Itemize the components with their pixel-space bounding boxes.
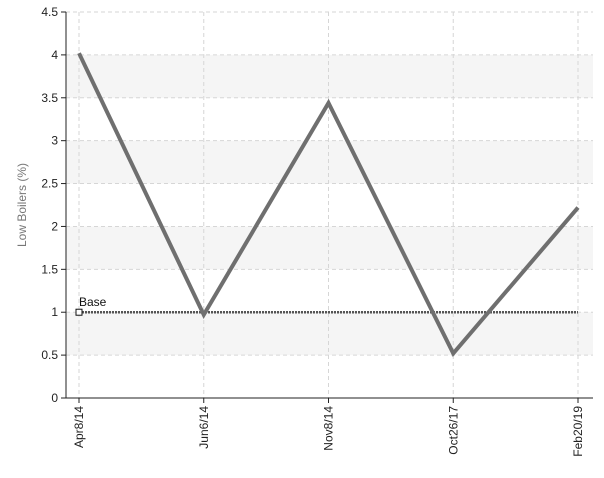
grid-band — [66, 54, 593, 98]
base-marker — [75, 308, 83, 316]
axes — [65, 12, 593, 399]
x-tick-label: Oct26/17 — [446, 406, 460, 455]
axis-labels: 0 0.5 1 1.5 2 2.5 3 3.5 4 4.5 Apr8/14 Jun6/14 Nov8/1… — [41, 5, 585, 457]
y-axis-title: Low Boilers (%) — [15, 163, 29, 247]
y-tick-label: 0.5 — [41, 348, 58, 362]
y-tick-label: 4 — [51, 48, 58, 62]
x-tick-label: Nov8/14 — [322, 406, 336, 451]
reference-line-group: Base — [75, 295, 578, 316]
grid-band — [66, 140, 593, 184]
y-tick-label: 2.5 — [41, 177, 58, 191]
tick-marks — [61, 11, 579, 403]
x-tick-label: Apr8/14 — [72, 406, 86, 448]
y-tick-label: 3.5 — [41, 91, 58, 105]
series-group — [77, 52, 580, 357]
x-tick-label: Jun6/14 — [197, 406, 211, 449]
base-reference-label: Base — [79, 295, 107, 309]
series-line — [77, 52, 580, 357]
y-tick-label: 3 — [51, 134, 58, 148]
grid-lines — [66, 11, 593, 398]
y-tick-label: 4.5 — [41, 5, 58, 19]
x-tick-label: Feb20/19 — [571, 406, 585, 457]
y-tick-label: 1 — [51, 305, 58, 319]
y-tick-label: 1.5 — [41, 262, 58, 276]
grid-band — [66, 312, 593, 356]
background-bands — [66, 54, 593, 356]
y-tick-label: 2 — [51, 219, 58, 233]
y-tick-label: 0 — [51, 391, 58, 405]
grid-band — [66, 226, 593, 270]
